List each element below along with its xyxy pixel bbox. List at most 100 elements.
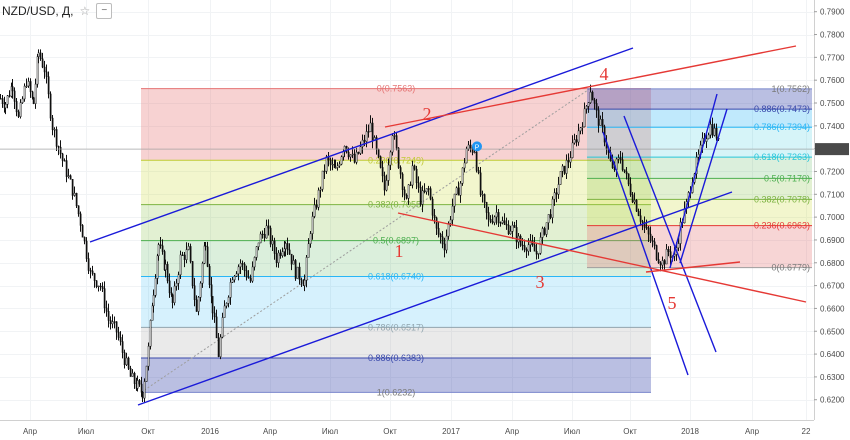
candle-body [125, 357, 128, 366]
candle-body [195, 299, 198, 312]
candle-body [141, 392, 144, 399]
candle-body [665, 249, 668, 265]
candle-body [25, 85, 28, 87]
candle-body [481, 194, 484, 196]
candle-body [109, 320, 112, 325]
candle-body [53, 129, 56, 131]
fib-zone [141, 160, 651, 205]
price-tick-label: 0.7500 [820, 99, 845, 108]
candle-body [49, 93, 52, 119]
candle-body [179, 254, 182, 276]
candle-body [185, 249, 188, 260]
time-axis[interactable]: Апр Июл Окт 2016 Апр Июл Окт 2017 Апр Июл Окт 2018 А… [0, 420, 850, 440]
symbol-title[interactable]: NZD/USD, Д, [2, 4, 74, 18]
candle-body [477, 170, 480, 174]
candle-body [421, 190, 424, 205]
favorite-star-icon[interactable]: ☆ [79, 4, 91, 18]
candle-body [569, 157, 572, 163]
candle-body [485, 202, 488, 213]
candle-body [363, 139, 366, 142]
candle-body [585, 106, 588, 110]
candle-body [527, 244, 530, 252]
candle-body [119, 337, 122, 342]
candle-body [145, 365, 148, 382]
candle-body [294, 260, 297, 279]
candle-body [237, 266, 240, 275]
candle-body [292, 260, 295, 265]
event-marker-letter: P [475, 144, 480, 151]
candle-body [657, 259, 660, 264]
trendline-red-lower [397, 212, 807, 303]
candle-body [39, 52, 42, 60]
candle-body [635, 200, 638, 212]
candle-body [149, 320, 152, 347]
candle-body [571, 142, 574, 158]
candle-body [19, 102, 22, 117]
price-axis[interactable]: 0.6200 0.6300 0.6400 0.6500 0.6600 0.6700 0.68… [814, 0, 850, 440]
candle-body [677, 243, 680, 249]
candle-body [461, 167, 464, 184]
candle-body [329, 159, 332, 165]
price-tick-label: 0.7200 [820, 167, 845, 176]
candle-body [549, 214, 552, 218]
candle-body [475, 151, 478, 171]
candle-body [435, 217, 438, 229]
candle-body [321, 170, 324, 190]
candle-body [257, 242, 260, 247]
candle-body [451, 205, 454, 221]
candle-body [227, 297, 230, 304]
candle-body [290, 253, 293, 265]
candle-body [161, 245, 164, 252]
candle-body [497, 212, 500, 223]
candle-body [487, 212, 490, 220]
candle-body [413, 165, 416, 170]
fibonacci-retracement-secondary[interactable]: 1(0.7562) 0.886(0.7473) 0.786(0.7394) 0.618… [587, 84, 812, 273]
candle-body [577, 130, 580, 143]
candle-body [121, 341, 124, 353]
candle-body [21, 98, 24, 103]
candle-body [565, 160, 568, 174]
fib2-zone [587, 109, 812, 128]
fib2-zone [587, 157, 812, 179]
candle-body [61, 153, 64, 161]
candle-body [669, 251, 672, 259]
candle-body [15, 101, 18, 113]
candle-body [323, 170, 326, 173]
fib-level-label: 1(0.6232) [377, 387, 416, 397]
candle-body [711, 124, 714, 136]
candle-body [587, 102, 590, 107]
candle-body [447, 223, 450, 237]
candle-body [107, 311, 110, 321]
candle-body [36, 56, 39, 85]
trendlines[interactable] [89, 45, 807, 406]
candle-body [547, 214, 550, 223]
candle-body [439, 233, 442, 238]
candle-body [713, 128, 716, 136]
fib-level-label: 0.236(0.7249) [368, 155, 424, 165]
candle-body [357, 151, 360, 154]
candle-body [659, 262, 662, 266]
candle-body [204, 245, 207, 248]
price-tick-label: 0.7100 [820, 190, 845, 199]
candle-body [495, 212, 498, 218]
candle-body [43, 66, 46, 73]
candle-body [507, 224, 510, 235]
price-tick-label: 0.6300 [820, 373, 845, 382]
fib-level-label: 0.5(0.6897) [373, 236, 419, 246]
candle-body [631, 194, 634, 203]
candle-body [296, 266, 299, 279]
time-tick-label: Апр [263, 427, 278, 436]
candle-body [559, 171, 562, 185]
collapse-minus-icon[interactable]: − [96, 3, 113, 19]
candle-body [581, 126, 584, 128]
candle-body [336, 165, 339, 168]
candle-body [95, 280, 98, 288]
candle-body [515, 227, 518, 243]
candle-body [663, 260, 666, 265]
candle-body [317, 189, 320, 208]
candle-body [255, 246, 258, 258]
candle-body [641, 221, 644, 223]
candle-body [166, 264, 169, 282]
candle-body [31, 91, 34, 98]
